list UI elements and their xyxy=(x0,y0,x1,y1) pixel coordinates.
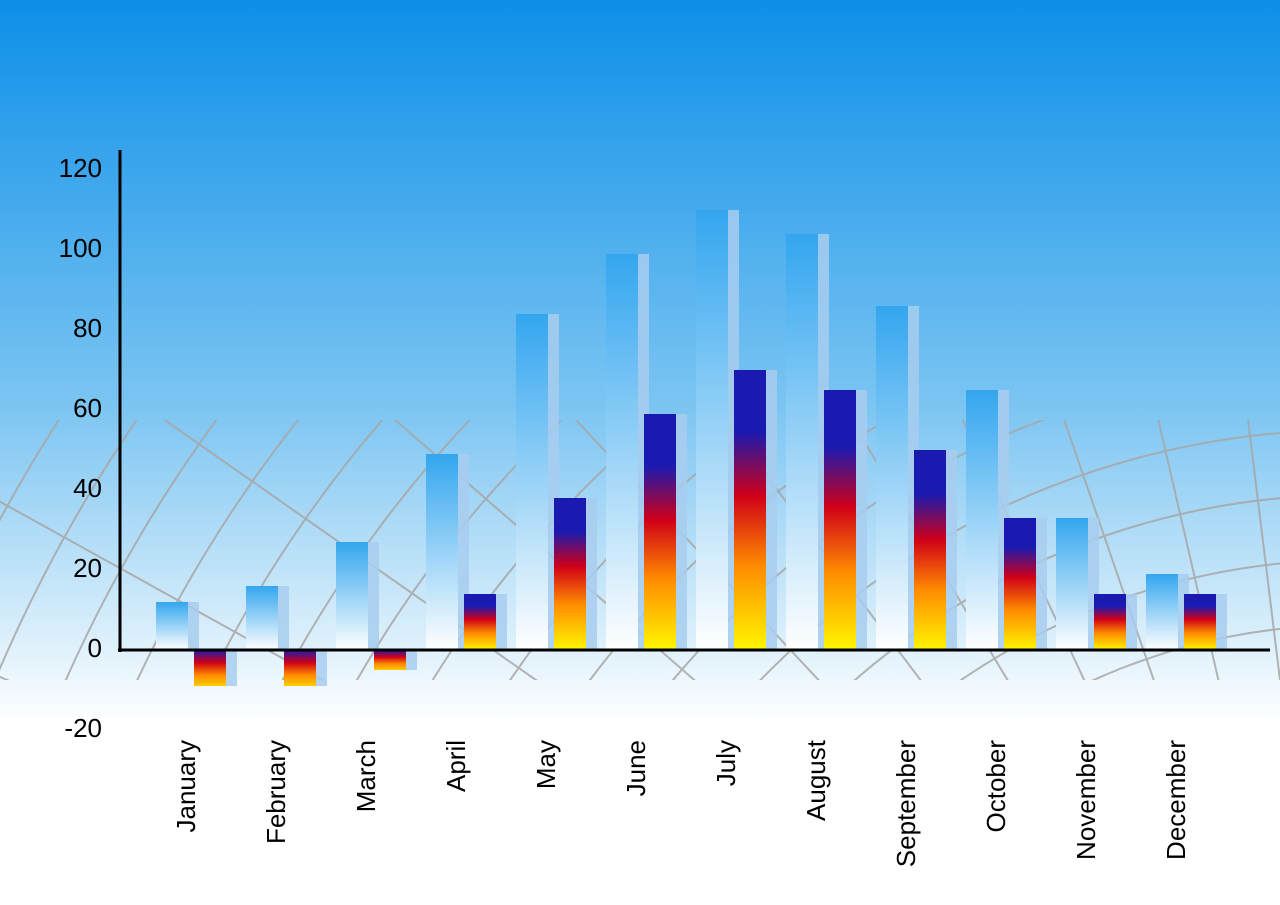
bar-series-b xyxy=(914,450,946,650)
y-tick-label: 120 xyxy=(59,153,102,183)
y-tick-label: 20 xyxy=(73,553,102,583)
bar-series-a xyxy=(336,542,368,650)
x-tick-label: April xyxy=(441,740,471,792)
bar-series-b xyxy=(734,370,766,650)
x-tick-label: January xyxy=(171,740,201,833)
chart-stage: -20 0 20 40 60 80 100 120 January February March Ap… xyxy=(0,0,1280,905)
bar-series-a xyxy=(786,234,818,650)
bar-series-b xyxy=(284,650,316,686)
bar-series-b xyxy=(374,650,406,670)
x-tick-label: August xyxy=(801,739,831,821)
y-tick-label: 80 xyxy=(73,313,102,343)
bar-series-a xyxy=(606,254,638,650)
x-tick-label: May xyxy=(531,740,561,789)
y-tick-label: 60 xyxy=(73,393,102,423)
y-tick-label: 0 xyxy=(88,633,102,663)
x-tick-label: February xyxy=(261,740,291,844)
bar-series-b xyxy=(1094,594,1126,650)
bar-series-a xyxy=(426,454,458,650)
bar-series-b xyxy=(1184,594,1216,650)
chart-svg: -20 0 20 40 60 80 100 120 January February March Ap… xyxy=(0,0,1280,905)
x-tick-label: November xyxy=(1071,740,1101,860)
x-tick-label: October xyxy=(981,740,1011,833)
bar-series-b xyxy=(644,414,676,650)
bar-series-a xyxy=(696,210,728,650)
bar-series-b xyxy=(554,498,586,650)
bar-series-b xyxy=(824,390,856,650)
y-tick-label: -20 xyxy=(64,713,102,743)
x-tick-label: July xyxy=(711,740,741,786)
bar-series-b xyxy=(1004,518,1036,650)
y-tick-label: 40 xyxy=(73,473,102,503)
bar-series-b xyxy=(194,650,226,686)
bar-series-a xyxy=(876,306,908,650)
x-tick-label: September xyxy=(891,740,921,868)
bar-series-a xyxy=(246,586,278,650)
bar-series-a xyxy=(156,602,188,650)
y-tick-label: 100 xyxy=(59,233,102,263)
bar-series-b xyxy=(464,594,496,650)
x-tick-label: March xyxy=(351,740,381,812)
bar-series-a xyxy=(966,390,998,650)
x-tick-label: June xyxy=(621,740,651,796)
x-tick-label: December xyxy=(1161,740,1191,860)
bar-series-a xyxy=(516,314,548,650)
bar-series-a xyxy=(1146,574,1178,650)
bar-series-a xyxy=(1056,518,1088,650)
